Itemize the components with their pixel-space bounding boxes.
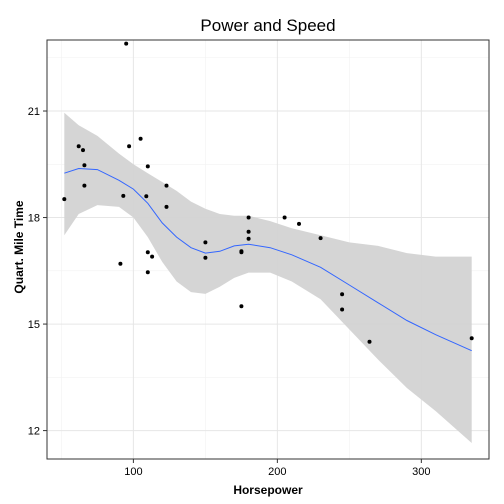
chart-title: Power and Speed: [200, 16, 335, 35]
data-point: [76, 144, 81, 149]
data-point: [164, 183, 169, 188]
data-point: [340, 307, 345, 312]
data-point: [150, 254, 155, 259]
data-point: [81, 148, 85, 153]
data-point: [297, 221, 301, 226]
data-point: [138, 136, 143, 141]
y-tick-label: 12: [28, 426, 40, 438]
panel-border-layer: [46, 39, 490, 460]
data-point: [203, 255, 208, 260]
data-point: [145, 270, 150, 275]
data-point: [124, 41, 129, 46]
data-point: [118, 261, 123, 266]
data-point: [239, 304, 244, 309]
data-point: [82, 163, 87, 168]
data-point: [82, 183, 87, 188]
x-axis-title: Horsepower: [233, 483, 303, 497]
smooth-line: [64, 167, 472, 352]
data-point: [469, 336, 474, 341]
data-point: [340, 292, 345, 297]
y-tick-label: 15: [28, 319, 40, 331]
data-point: [121, 193, 126, 198]
confidence-band: [64, 112, 472, 444]
data-point: [164, 204, 169, 209]
data-point: [145, 250, 150, 255]
data-point: [239, 250, 244, 255]
confidence-band-layer: [64, 112, 472, 444]
data-point: [246, 215, 251, 220]
y-axis-title: Quart. Mile Time: [12, 200, 26, 293]
x-axis-ticks: 100 200 300: [124, 459, 431, 478]
x-tick-label: 200: [268, 466, 286, 478]
data-point: [246, 236, 251, 241]
data-point: [203, 240, 208, 245]
points-layer: [62, 41, 474, 344]
data-point: [246, 229, 251, 234]
data-point: [144, 194, 149, 199]
data-point: [145, 164, 150, 169]
data-point: [127, 144, 132, 149]
data-point: [367, 339, 372, 344]
panel-border: [46, 39, 490, 460]
data-point: [62, 197, 67, 202]
y-axis-ticks: 12 15 18 21: [28, 106, 47, 438]
data-point: [318, 236, 323, 241]
x-tick-label: 100: [124, 466, 142, 478]
smooth-line-layer: [64, 167, 472, 352]
y-tick-label: 21: [28, 106, 40, 118]
y-tick-label: 18: [28, 213, 40, 225]
data-point: [282, 215, 287, 220]
x-tick-label: 300: [412, 466, 430, 478]
